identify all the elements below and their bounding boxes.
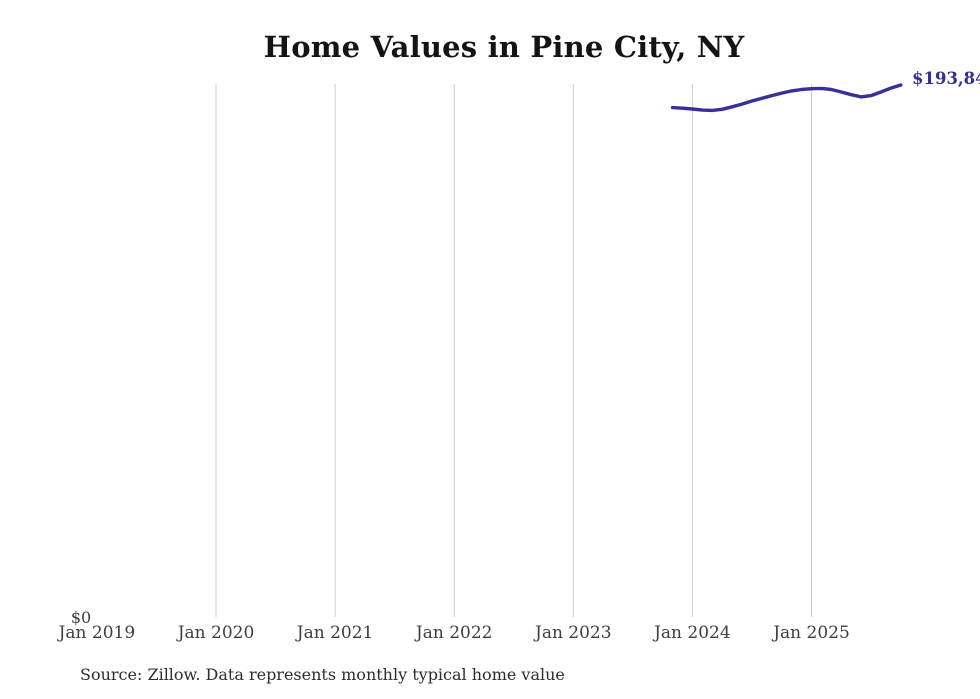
x-tick-label: Jan 2021 — [296, 623, 374, 643]
home-value-line — [670, 83, 903, 113]
latest-value-label: $193,845 — [912, 69, 980, 88]
y-axis-zero-label: $0 — [70, 608, 92, 627]
x-tick-label: Jan 2022 — [415, 623, 493, 643]
x-tick-label: Jan 2023 — [535, 623, 612, 643]
x-tick-label: Jan 2020 — [177, 623, 255, 643]
chart-title: Home Values in Pine City, NY — [263, 30, 745, 64]
source-note: Source: Zillow. Data represents monthly … — [80, 665, 565, 684]
x-tick-label: Jan 2025 — [773, 623, 850, 643]
x-tick-label: Jan 2019 — [58, 623, 136, 643]
x-tick-label: Jan 2024 — [654, 623, 731, 643]
